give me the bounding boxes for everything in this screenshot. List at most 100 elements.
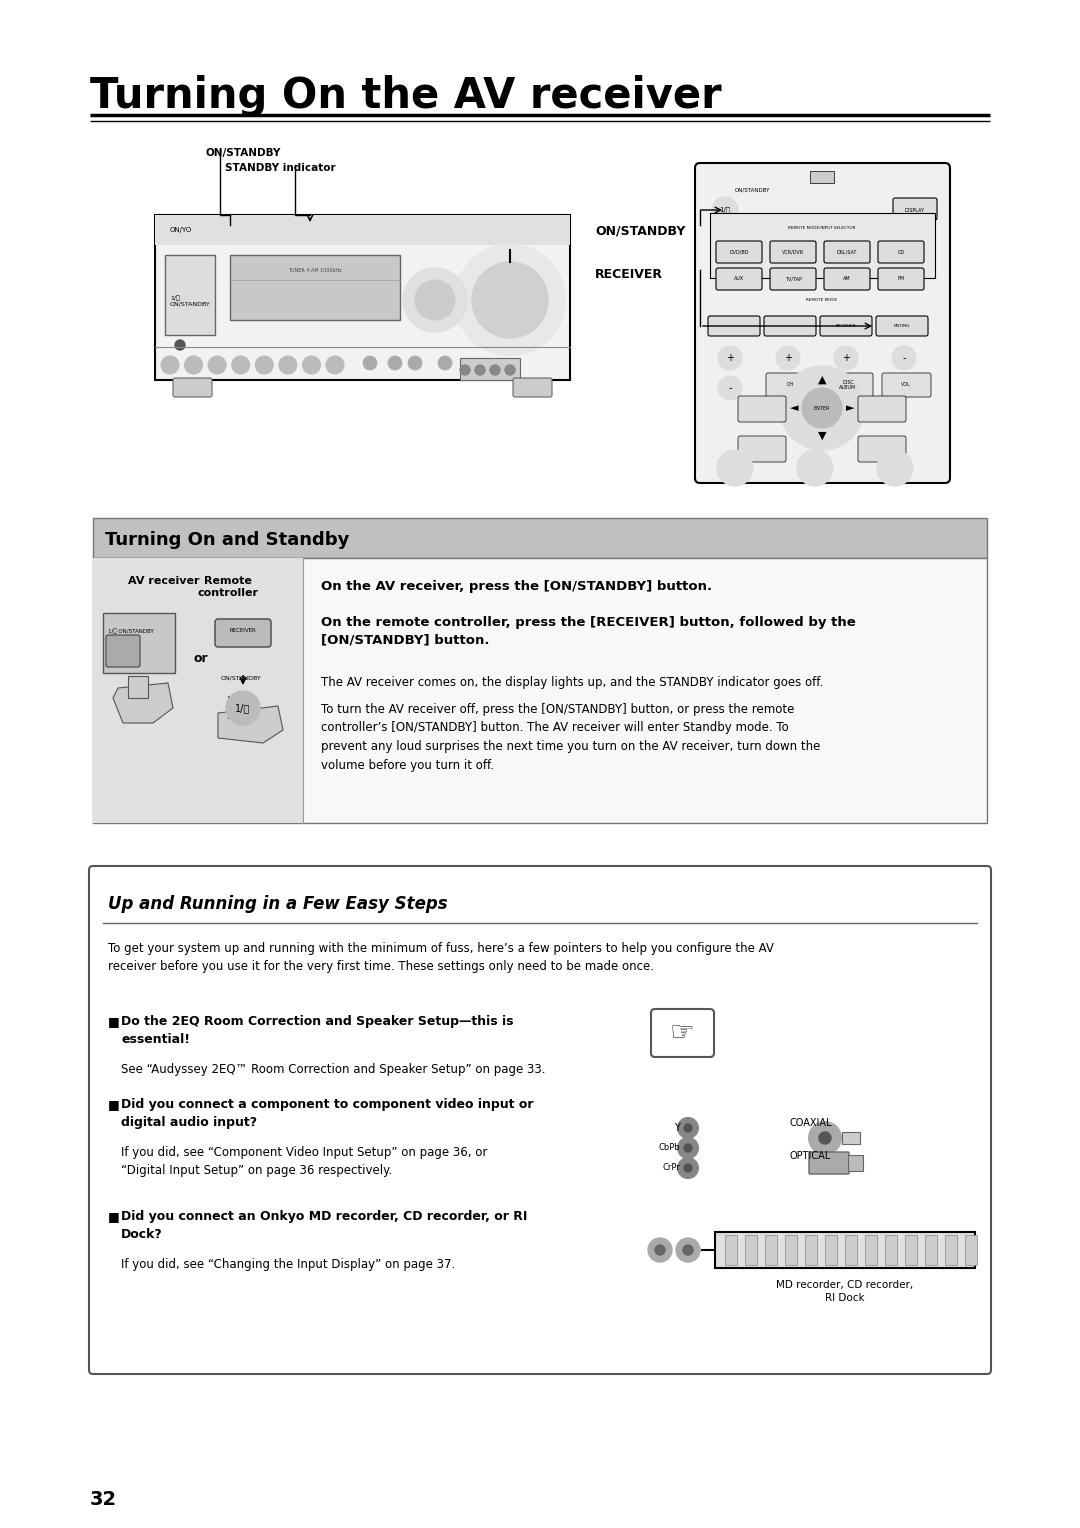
Text: ◄: ◄	[789, 403, 798, 413]
FancyBboxPatch shape	[173, 377, 212, 397]
Circle shape	[777, 345, 800, 370]
Text: 32: 32	[90, 1490, 117, 1510]
Bar	[230, 255, 400, 319]
Text: If you did, see “Changing the Input Display” on page 37.: If you did, see “Changing the Input Disp…	[121, 1258, 456, 1271]
FancyBboxPatch shape	[824, 241, 870, 263]
Text: Did you connect a component to component video input or
digital audio input?: Did you connect a component to component…	[121, 1099, 534, 1129]
Text: Do the 2EQ Room Correction and Speaker Setup—this is
essential!: Do the 2EQ Room Correction and Speaker S…	[121, 1015, 513, 1047]
Circle shape	[834, 345, 858, 370]
Bar	[842, 1132, 860, 1144]
Circle shape	[802, 388, 842, 428]
Text: CD: CD	[897, 249, 905, 255]
Circle shape	[388, 356, 402, 370]
Circle shape	[490, 365, 500, 374]
Text: ON/YO: ON/YO	[170, 228, 192, 232]
Circle shape	[892, 345, 916, 370]
Circle shape	[809, 1122, 841, 1154]
Text: RECEIVER: RECEIVER	[230, 628, 256, 633]
Circle shape	[678, 1158, 698, 1178]
Text: 1/⏻: 1/⏻	[235, 703, 251, 714]
Text: ▼: ▼	[818, 431, 826, 442]
Text: Up and Running in a Few Easy Steps: Up and Running in a Few Easy Steps	[108, 895, 447, 914]
FancyBboxPatch shape	[878, 241, 924, 263]
Text: To get your system up and running with the minimum of fuss, here’s a few pointer: To get your system up and running with t…	[108, 941, 774, 973]
Bar	[845, 1235, 858, 1265]
Text: 1/ⓨ
ON/STANDBY: 1/ⓨ ON/STANDBY	[170, 295, 211, 307]
Text: MUTING: MUTING	[894, 324, 910, 329]
Polygon shape	[218, 706, 283, 743]
Circle shape	[208, 356, 226, 374]
Text: ENTER: ENTER	[814, 405, 831, 411]
Bar	[885, 1235, 897, 1265]
Text: AV receiver: AV receiver	[129, 576, 200, 587]
Bar	[848, 1155, 863, 1170]
Bar	[966, 1235, 977, 1265]
Bar	[945, 1235, 957, 1265]
Circle shape	[255, 356, 273, 374]
FancyBboxPatch shape	[716, 267, 762, 290]
FancyBboxPatch shape	[820, 316, 872, 336]
Text: +: +	[726, 353, 734, 364]
Bar	[156, 215, 570, 380]
Text: ■: ■	[108, 1099, 120, 1111]
FancyBboxPatch shape	[106, 636, 140, 668]
Text: RECEIVER: RECEIVER	[836, 324, 856, 329]
Text: REMOTE MODE: REMOTE MODE	[807, 298, 838, 303]
Text: To turn the AV receiver off, press the [ON/STANDBY] button, or press the remote
: To turn the AV receiver off, press the […	[321, 703, 821, 772]
Text: See “Audyssey 2EQ™ Room Correction and Speaker Setup” on page 33.: See “Audyssey 2EQ™ Room Correction and S…	[121, 1063, 545, 1076]
Bar	[710, 212, 935, 278]
Circle shape	[408, 356, 422, 370]
Text: -: -	[728, 384, 732, 393]
Text: ■: ■	[108, 1210, 120, 1222]
Circle shape	[302, 356, 321, 374]
Bar	[93, 558, 303, 824]
Circle shape	[475, 365, 485, 374]
Circle shape	[678, 1138, 698, 1158]
Circle shape	[684, 1164, 692, 1172]
Text: STANDBY indicator: STANDBY indicator	[225, 163, 336, 173]
Text: +: +	[842, 353, 850, 364]
Text: AUX: AUX	[734, 277, 744, 281]
Text: Did you connect an Onkyo MD recorder, CD recorder, or RI
Dock?: Did you connect an Onkyo MD recorder, CD…	[121, 1210, 527, 1241]
Circle shape	[712, 197, 738, 223]
Text: On the remote controller, press the [RECEIVER] button, followed by the
[ON/STAND: On the remote controller, press the [REC…	[321, 616, 855, 646]
FancyBboxPatch shape	[764, 316, 816, 336]
Circle shape	[403, 267, 467, 332]
Circle shape	[877, 451, 913, 486]
Circle shape	[161, 356, 179, 374]
Bar	[715, 1232, 975, 1268]
Text: TV/TAP: TV/TAP	[784, 277, 801, 281]
Text: RECEIVER: RECEIVER	[595, 267, 663, 281]
FancyBboxPatch shape	[716, 241, 762, 263]
Circle shape	[326, 356, 345, 374]
Circle shape	[279, 356, 297, 374]
Circle shape	[185, 356, 203, 374]
Circle shape	[438, 356, 453, 370]
Circle shape	[797, 451, 833, 486]
Text: On the AV receiver, press the [ON/STANDBY] button.: On the AV receiver, press the [ON/STANDB…	[321, 581, 712, 593]
Bar	[725, 1235, 737, 1265]
Circle shape	[684, 1144, 692, 1152]
Bar	[745, 1235, 757, 1265]
Text: DSL/SAT: DSL/SAT	[837, 249, 858, 255]
Bar	[905, 1235, 917, 1265]
Circle shape	[363, 356, 377, 370]
Circle shape	[717, 451, 753, 486]
FancyBboxPatch shape	[893, 199, 937, 220]
Text: or: or	[193, 651, 208, 665]
Polygon shape	[228, 695, 248, 718]
Text: COAXIAL: COAXIAL	[789, 1118, 833, 1128]
Circle shape	[819, 1132, 831, 1144]
Text: ▲: ▲	[818, 374, 826, 385]
Text: ■: ■	[108, 1015, 120, 1028]
Text: OPTICAL: OPTICAL	[789, 1151, 832, 1161]
Circle shape	[678, 1118, 698, 1138]
Circle shape	[718, 376, 742, 400]
Bar	[805, 1235, 816, 1265]
Text: If you did, see “Component Video Input Setup” on page 36, or
“Digital Input Setu: If you did, see “Component Video Input S…	[121, 1146, 487, 1177]
FancyBboxPatch shape	[651, 1008, 714, 1057]
Text: VCR/DVR: VCR/DVR	[782, 249, 805, 255]
Bar	[93, 518, 987, 558]
Text: VOL: VOL	[901, 382, 910, 388]
Circle shape	[780, 367, 864, 451]
